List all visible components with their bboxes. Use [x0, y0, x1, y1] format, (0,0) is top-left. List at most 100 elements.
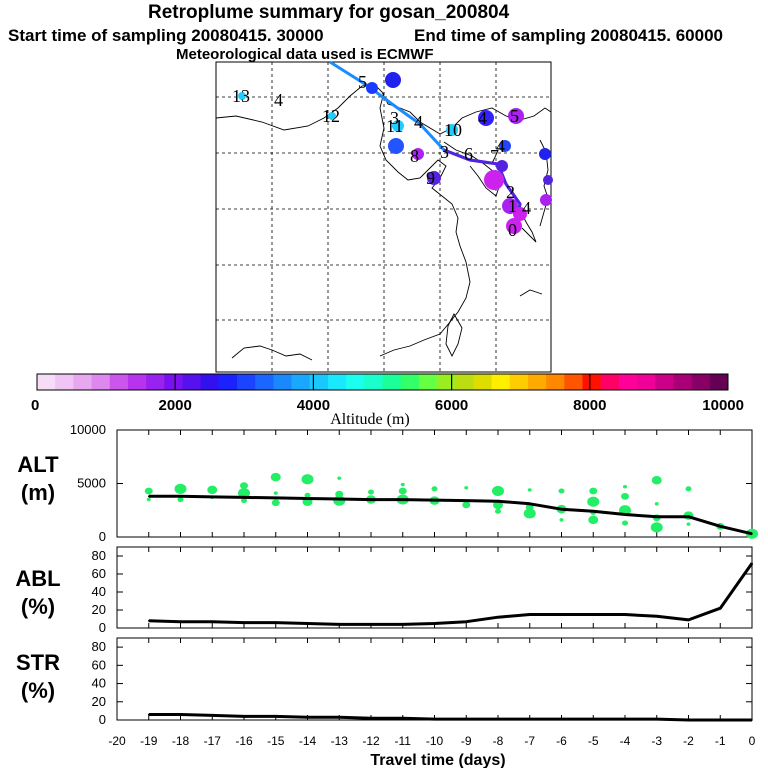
series-point — [433, 718, 436, 720]
map-frame — [215, 61, 552, 373]
scatter-point — [271, 499, 280, 507]
scatter-point — [622, 520, 628, 526]
x-tick-labels: -20 -19 -18 -17 -16 -15 -14 -13 -12 -11 -10 -9 -8 -7-… — [108, 734, 755, 748]
map-label: 3 — [440, 142, 449, 162]
series-point — [592, 510, 595, 513]
map-label: 1 — [508, 196, 517, 216]
map-label: 4 — [478, 108, 487, 128]
map-label: 11 — [386, 116, 403, 136]
series-point — [147, 620, 150, 622]
series-point — [497, 718, 499, 720]
colorbar-swatch — [655, 374, 674, 390]
x-tick-label: -5 — [588, 734, 599, 748]
map-label: 2 — [506, 182, 515, 202]
series-point — [560, 718, 563, 720]
time-series-panels: 10000 5000 0 ALT (m) 80 60 40 20 0 ABL (%) 80 60 40 20 0… — [15, 422, 758, 748]
series-point — [624, 513, 626, 516]
panel-ylabel: ALT — [17, 452, 59, 477]
series-point — [751, 719, 753, 721]
colorbar-swatch — [273, 374, 292, 390]
colorbar-swatch — [364, 374, 383, 390]
x-tick-label: -17 — [204, 734, 222, 748]
map-label: 4 — [274, 90, 283, 110]
series-point — [465, 718, 468, 720]
colorbar-swatch — [473, 374, 492, 390]
series-line-abl — [148, 562, 754, 626]
series-point — [243, 621, 245, 624]
map-label: 13 — [232, 86, 250, 106]
colorbar-swatch — [582, 374, 602, 390]
scatter-point — [238, 488, 250, 499]
x-tick-label: -8 — [493, 734, 504, 748]
map-label: 10 — [444, 120, 462, 140]
series-point — [465, 499, 468, 502]
scatter-point — [301, 474, 314, 485]
colorbar-swatch — [55, 374, 74, 390]
series-point — [655, 615, 658, 618]
scatter-point — [587, 496, 600, 507]
series-point — [592, 613, 595, 616]
scatter-point — [462, 501, 471, 509]
x-tick-label: -12 — [362, 734, 380, 748]
scatter-point — [559, 518, 564, 522]
y-tick-label: 0 — [99, 529, 106, 544]
colorbar-swatch — [346, 374, 365, 390]
series-point — [624, 718, 626, 720]
scatter-point — [304, 492, 311, 498]
x-tick-label: -14 — [299, 734, 317, 748]
series-point — [370, 498, 372, 501]
map-markers — [238, 72, 553, 234]
map-label: 0 — [508, 220, 517, 240]
x-tick-label: -3 — [651, 734, 662, 748]
series-point — [655, 515, 658, 518]
colorbar-label: Altitude (m) — [330, 411, 410, 428]
y-tick-label: 20 — [92, 602, 106, 617]
colorbar-swatch — [37, 374, 56, 390]
series-point — [370, 717, 372, 719]
scatter-point — [650, 522, 663, 533]
map-label: 4 — [414, 112, 423, 132]
series-point — [179, 620, 182, 623]
scatter-point — [495, 508, 501, 514]
series-point — [243, 496, 245, 499]
scatter-point — [368, 489, 374, 495]
series-point — [719, 719, 722, 721]
y-tick-label: 60 — [92, 566, 106, 581]
colorbar-swatch — [182, 374, 202, 390]
x-tick-label: -19 — [140, 734, 158, 748]
colorbar-tick-label: 4000 — [297, 397, 330, 414]
scatter-point — [523, 508, 536, 519]
scatter-point — [146, 497, 151, 502]
colorbar-tick-label: 10000 — [702, 397, 744, 414]
x-tick-label: 0 — [749, 734, 756, 748]
series-point — [433, 622, 436, 625]
y-tick-label: 10000 — [70, 422, 106, 437]
y-tick-label: 0 — [99, 620, 106, 635]
series-line-alt — [148, 494, 753, 536]
scatter-point — [241, 498, 247, 504]
met-data-label: Meteorological data used is ECMWF — [176, 46, 434, 63]
map-label: 12 — [322, 106, 340, 126]
series-point — [401, 717, 404, 719]
map-label: 4 — [522, 198, 531, 218]
series-point — [624, 613, 626, 616]
colorbar-tick-label: 8000 — [573, 397, 606, 414]
map-label: 6 — [464, 144, 473, 164]
colorbar-swatch — [382, 374, 402, 390]
colorbar-swatch — [546, 374, 565, 390]
scatter-point — [654, 502, 659, 506]
scatter-point — [270, 472, 281, 482]
series-point — [306, 716, 309, 719]
scatter-point — [464, 486, 469, 490]
colorbar-swatch — [618, 374, 638, 390]
series-point — [338, 498, 341, 500]
scatter-point — [273, 491, 278, 495]
x-tick-label: -16 — [235, 734, 253, 748]
scatter-point — [651, 476, 662, 485]
map-label: 8 — [410, 146, 419, 166]
scatter-point — [177, 497, 184, 503]
map-label: 5 — [358, 72, 367, 92]
series-point — [338, 716, 341, 719]
scatter-point — [240, 482, 248, 490]
